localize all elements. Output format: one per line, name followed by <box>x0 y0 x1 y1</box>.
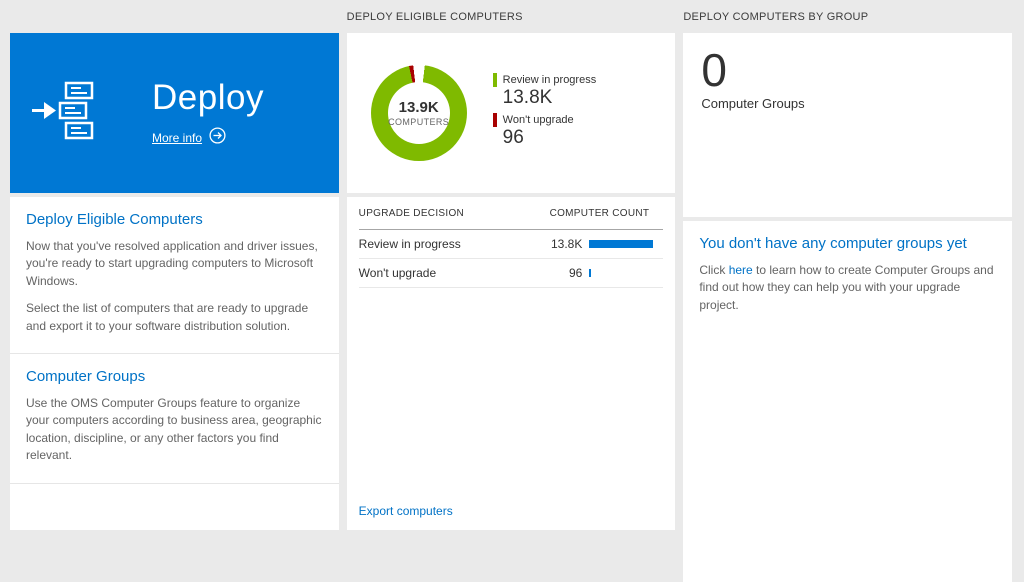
cell-count: 13.8K <box>550 237 583 251</box>
table-header-row: UPGRADE DECISION COMPUTER COUNT <box>358 197 664 230</box>
legend-swatch-red <box>492 113 497 127</box>
deploy-info-card: Deploy Eligible Computers Now that you'v… <box>10 197 339 530</box>
donut-legend: Review in progress 13.8K Won't upgrade 9… <box>492 73 597 153</box>
section-heading: Computer Groups <box>26 367 146 385</box>
eligible-computers-tile[interactable]: 13.9K COMPUTERS Review in progress 13.8K… <box>346 33 676 193</box>
deploy-icon <box>30 80 96 147</box>
section-deploy-eligible: Deploy Eligible Computers Now that you'v… <box>10 197 339 353</box>
cell-bar <box>582 240 663 248</box>
export-computers-link[interactable]: Export computers <box>358 504 453 518</box>
more-info-link[interactable]: More info <box>152 126 226 149</box>
section-paragraph: Use the OMS Computer Groups feature to o… <box>26 395 322 463</box>
legend-value: 13.8K <box>502 87 553 108</box>
empty-state-text: Click here to learn how to create Comput… <box>699 262 996 314</box>
computer-groups-tile[interactable]: 0 Computer Groups <box>683 33 1013 217</box>
page-title: Deploy <box>152 77 264 117</box>
cell-count: 96 <box>568 266 583 280</box>
legend-label: Won't upgrade <box>502 114 574 126</box>
empty-state-text-after: to learn how to create Computer Groups a… <box>699 263 994 312</box>
deploy-hero-tile[interactable]: Deploy More info <box>10 33 339 193</box>
legend-item-wont-upgrade: Won't upgrade 96 <box>492 113 597 149</box>
cell-decision: Review in progress <box>358 237 461 251</box>
empty-state-heading: You don't have any computer groups yet <box>699 235 967 252</box>
left-column-header-spacer <box>10 0 339 33</box>
middle-column-header: DEPLOY ELIGIBLE COMPUTERS <box>346 10 523 23</box>
right-column-header: DEPLOY COMPUTERS BY GROUP <box>683 10 869 23</box>
left-column: Deploy More info Deploy Eligible Compute… <box>10 0 339 582</box>
count-bar <box>589 240 654 248</box>
upgrade-decision-card: UPGRADE DECISION COMPUTER COUNT Review i… <box>346 197 676 530</box>
count-bar <box>589 269 592 277</box>
cell-bar <box>582 269 663 277</box>
here-link[interactable]: here <box>728 263 753 277</box>
legend-swatch-green <box>492 73 497 87</box>
table-row[interactable]: Won't upgrade 96 <box>358 259 664 288</box>
middle-column: DEPLOY ELIGIBLE COMPUTERS 13.9K COMPUTER… <box>346 0 676 582</box>
legend-value: 96 <box>502 127 524 148</box>
cell-decision: Won't upgrade <box>358 266 437 280</box>
divider <box>10 352 339 354</box>
section-paragraph: Now that you've resolved application and… <box>26 239 318 288</box>
donut-center: 13.9K COMPUTERS <box>371 65 467 161</box>
upgrade-decision-table: UPGRADE DECISION COMPUTER COUNT Review i… <box>347 197 676 288</box>
computer-groups-label: Computer Groups <box>701 95 805 111</box>
section-paragraph: Select the list of computers that are re… <box>26 301 309 333</box>
donut-center-value: 13.9K <box>398 99 439 116</box>
more-info-label: More info <box>152 130 203 145</box>
legend-label: Review in progress <box>502 74 597 86</box>
right-column: DEPLOY COMPUTERS BY GROUP 0 Computer Gro… <box>683 0 1013 582</box>
empty-state-text-before: Click <box>699 263 729 277</box>
table-row[interactable]: Review in progress 13.8K <box>358 230 664 259</box>
hero-text: Deploy More info <box>152 78 264 149</box>
computer-groups-count: 0 <box>701 44 727 96</box>
legend-item-review: Review in progress 13.8K <box>492 73 597 109</box>
section-computer-groups: Computer Groups Use the OMS Computer Gro… <box>10 354 339 483</box>
donut-center-label: COMPUTERS <box>388 117 450 127</box>
donut-chart: 13.9K COMPUTERS <box>370 65 467 161</box>
no-groups-card: You don't have any computer groups yet C… <box>683 221 1013 582</box>
divider <box>10 482 339 484</box>
section-heading: Deploy Eligible Computers <box>26 211 203 228</box>
arrow-circle-right-icon <box>209 126 226 149</box>
column-header-upgrade-decision: UPGRADE DECISION <box>358 207 465 219</box>
column-header-computer-count: COMPUTER COUNT <box>549 207 650 219</box>
